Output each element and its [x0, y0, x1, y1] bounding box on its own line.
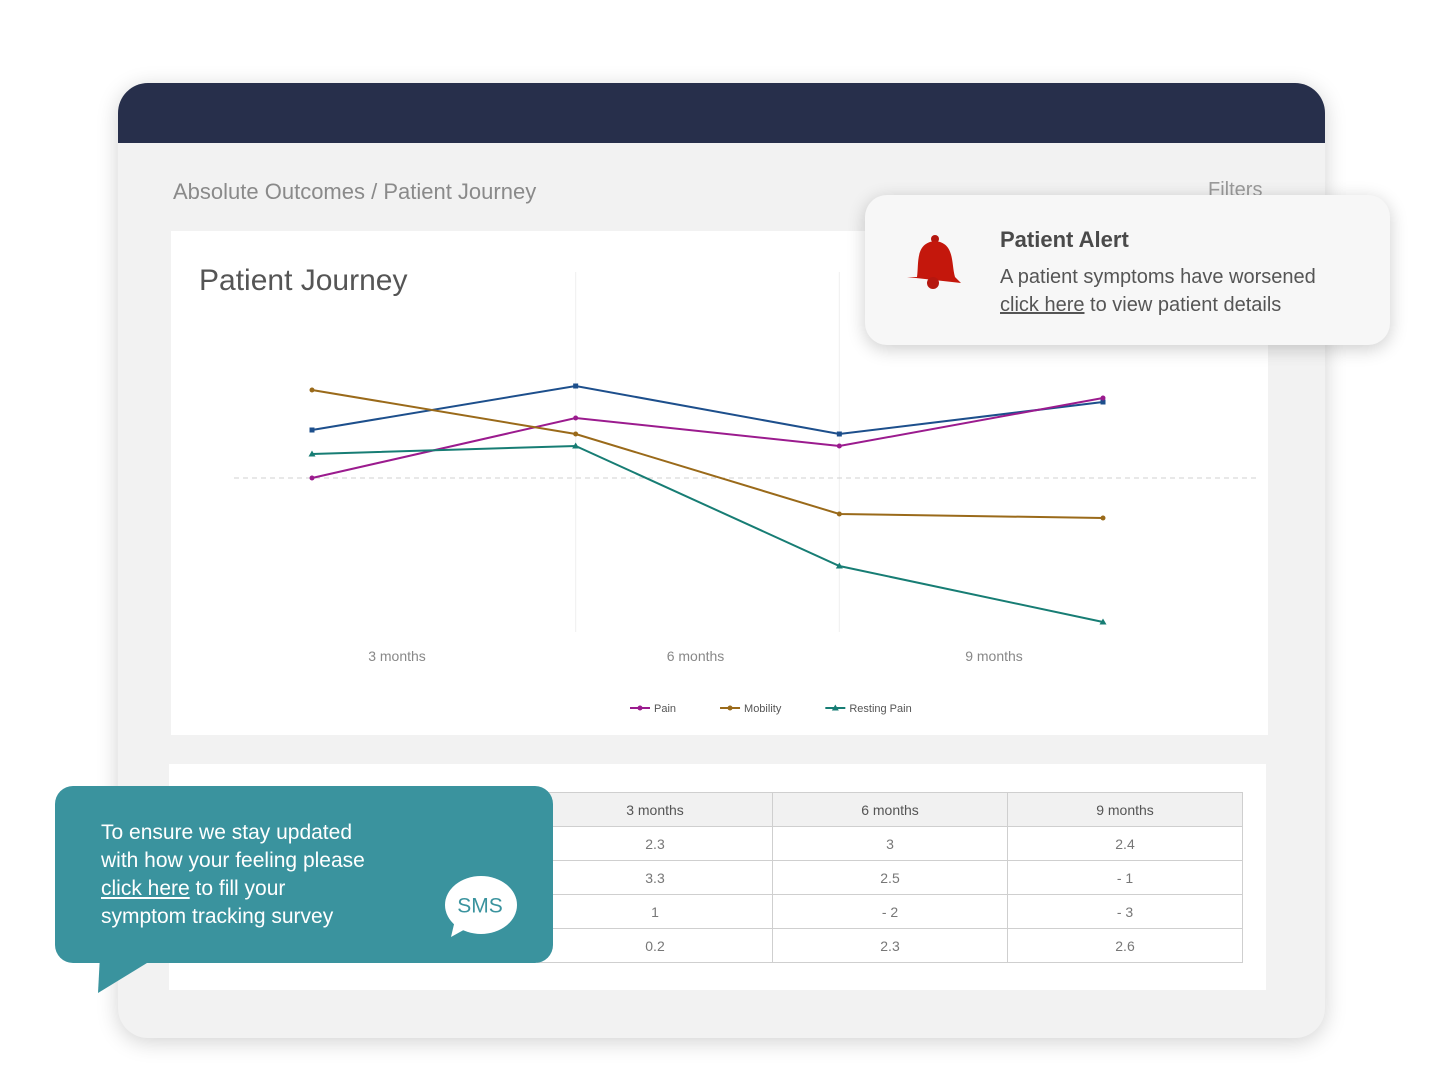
- sms-badge: SMS: [445, 876, 517, 937]
- table-cell: 0.2: [537, 928, 773, 963]
- alert-text: A patient symptoms have worsened click he…: [1000, 263, 1316, 319]
- x-tick-label: 9 months: [965, 648, 1023, 664]
- data-point: [836, 443, 842, 449]
- legend-label: Pain: [654, 703, 676, 715]
- series-line: [311, 397, 1104, 479]
- data-point: [309, 427, 315, 433]
- data-point: [835, 562, 843, 569]
- data-point: [572, 442, 580, 449]
- sms-bubble[interactable]: To ensure we stay updated with how your f…: [55, 786, 553, 963]
- table-row: 0.2 2.3 2.6: [537, 928, 1243, 963]
- column-header: 3 months: [537, 792, 773, 827]
- series-line: [311, 384, 1104, 436]
- legend-label: Mobility: [744, 703, 782, 715]
- table-row: 3.3 2.5- 1: [537, 860, 1243, 895]
- top-bar: [118, 83, 1325, 143]
- table-row: 1- 2- 3: [537, 894, 1243, 929]
- table-cell: 2.3: [537, 826, 773, 861]
- table-cell: - 3: [1007, 894, 1243, 929]
- sms-bubble-tail: [98, 955, 160, 993]
- data-point: [309, 475, 315, 481]
- breadcrumb[interactable]: Absolute Outcomes / Patient Journey: [173, 179, 537, 204]
- data-point: [836, 511, 842, 517]
- alert-popup[interactable]: Patient Alert A patient symptoms have wo…: [865, 195, 1390, 345]
- sms-line: with how your feeling please: [101, 849, 365, 872]
- alert-link[interactable]: click here: [1000, 294, 1085, 316]
- legend-marker: [637, 705, 643, 711]
- data-point: [1099, 618, 1107, 625]
- data-point: [308, 450, 316, 457]
- bell-icon: [907, 235, 961, 289]
- data-point: [573, 383, 579, 389]
- data-point: [1100, 395, 1106, 401]
- data-table: 3 months 6 months 9 months 2.3 3 2.4 3.3 2.5- 1…: [537, 792, 1243, 963]
- data-point: [1100, 515, 1106, 521]
- legend-marker: [831, 704, 839, 711]
- header-row: 3 months 6 months 9 months: [537, 792, 1243, 827]
- data-point: [836, 431, 842, 437]
- table-cell: 2.4: [1007, 826, 1243, 861]
- table-cell: 2.3: [772, 928, 1008, 963]
- legend-label: Resting Pain: [849, 703, 911, 715]
- data-point: [309, 387, 315, 393]
- alert-after-link: to view patient details: [1090, 294, 1282, 316]
- series-line: [311, 389, 1104, 519]
- alert-message: A patient symptoms have worsened: [1000, 266, 1316, 288]
- sms-line: to fill your: [195, 877, 286, 900]
- data-point: [1100, 399, 1106, 405]
- data-point: [573, 415, 579, 421]
- table-cell: 2.5: [772, 860, 1008, 895]
- chart-title: Patient Journey: [199, 264, 407, 297]
- sms-link[interactable]: click here: [101, 877, 190, 900]
- x-tick-label: 3 months: [368, 648, 426, 664]
- sms-line: symptom tracking survey: [101, 905, 334, 928]
- column-header: 6 months: [772, 792, 1008, 827]
- sms-text: To ensure we stay updated with how your f…: [101, 819, 365, 931]
- alert-title: Patient Alert: [1000, 227, 1129, 252]
- column-header: 9 months: [1007, 792, 1243, 827]
- series-line: [311, 444, 1104, 623]
- sms-badge-label: SMS: [457, 895, 503, 918]
- x-tick-label: 6 months: [667, 648, 725, 664]
- data-point: [573, 431, 579, 437]
- legend-marker: [727, 705, 733, 711]
- table-cell: - 1: [1007, 860, 1243, 895]
- sms-line: To ensure we stay updated: [101, 821, 352, 844]
- table-cell: 2.6: [1007, 928, 1243, 963]
